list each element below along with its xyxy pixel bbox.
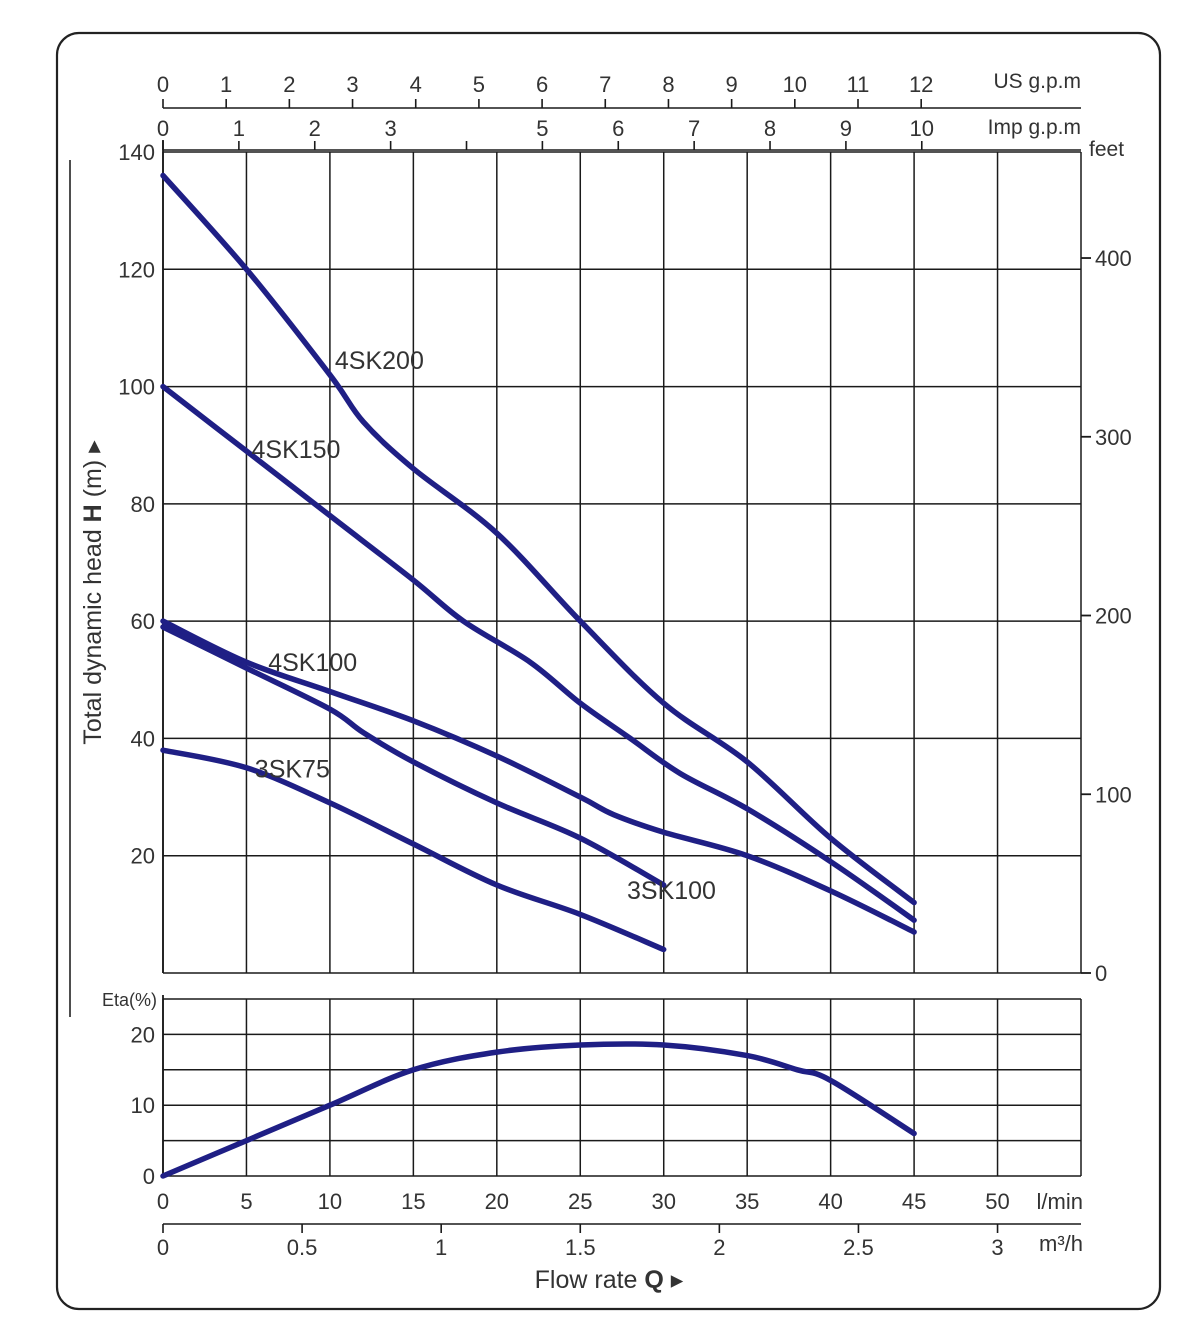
- eta-y-tick-label-0: 0: [143, 1164, 155, 1189]
- imp-gpm-tick-label-2: 2: [309, 116, 321, 141]
- eta-y-tick-label-10: 10: [131, 1093, 155, 1118]
- lmin-tick-label-50: 50: [985, 1189, 1009, 1214]
- head-axis-title: Total dynamic head H (m) ▸: [79, 440, 107, 745]
- head-y-tick-label-60: 60: [131, 609, 155, 634]
- series-eta-line: [163, 1044, 914, 1176]
- lmin-tick-label-25: 25: [568, 1189, 592, 1214]
- flow-axis-title-symbol: Q: [644, 1266, 663, 1294]
- series-label-4sk100: 4SK100: [268, 649, 357, 677]
- us-gpm-tick-label-3: 3: [346, 72, 358, 97]
- feet-tick-label-200: 200: [1095, 604, 1132, 629]
- lmin-tick-label-20: 20: [485, 1189, 509, 1214]
- series-label-4sk200: 4SK200: [335, 347, 424, 375]
- head-y-tick-label-80: 80: [131, 492, 155, 517]
- us-gpm-tick-label-5: 5: [473, 72, 485, 97]
- m3h-tick-label-0.5: 0.5: [287, 1235, 318, 1260]
- us-gpm-tick-label-0: 0: [157, 72, 169, 97]
- m3h-unit-label: m³/h: [1039, 1231, 1083, 1256]
- us-gpm-tick-label-11: 11: [847, 72, 870, 97]
- us-gpm-tick-label-4: 4: [410, 72, 422, 97]
- m3h-tick-label-3: 3: [991, 1235, 1003, 1260]
- lmin-tick-label-0: 0: [157, 1189, 169, 1214]
- lmin-tick-label-45: 45: [902, 1189, 926, 1214]
- lmin-tick-label-35: 35: [735, 1189, 759, 1214]
- us-gpm-tick-label-12: 12: [909, 72, 933, 97]
- lmin-tick-label-5: 5: [240, 1189, 252, 1214]
- series-label-4sk150: 4SK150: [252, 436, 341, 464]
- us-gpm-tick-label-9: 9: [726, 72, 738, 97]
- head-y-tick-label-120: 120: [118, 257, 155, 282]
- m3h-tick-label-2: 2: [713, 1235, 725, 1260]
- flow-axis-title-arrow: ▸: [664, 1266, 684, 1294]
- feet-tick-label-300: 300: [1095, 425, 1132, 450]
- imp-gpm-tick-label-8: 8: [764, 116, 776, 141]
- imp-gpm-tick-label-0: 0: [157, 116, 169, 141]
- lmin-tick-label-40: 40: [818, 1189, 842, 1214]
- us-gpm-unit-label: US g.p.m: [993, 70, 1081, 93]
- imp-gpm-tick-label-6: 6: [612, 116, 624, 141]
- feet-unit-label: feet: [1089, 138, 1124, 161]
- imp-gpm-tick-label-9: 9: [840, 116, 852, 141]
- us-gpm-tick-label-10: 10: [783, 72, 807, 97]
- lmin-tick-label-30: 30: [651, 1189, 675, 1214]
- us-gpm-tick-label-7: 7: [599, 72, 611, 97]
- imp-gpm-tick-label-3: 3: [385, 116, 397, 141]
- outer-frame: [57, 33, 1160, 1309]
- lmin-unit-label: l/min: [1037, 1189, 1083, 1214]
- feet-tick-label-100: 100: [1095, 782, 1132, 807]
- labels: 4SK200 4SK150 4SK100 3SK100 3SK75: [252, 347, 716, 905]
- us-gpm-tick-label-1: 1: [220, 72, 232, 97]
- imp-gpm-tick-label-7: 7: [688, 116, 700, 141]
- imp-gpm-tick-label-5: 5: [536, 116, 548, 141]
- series-label-3sk100: 3SK100: [627, 877, 716, 905]
- head-y-tick-label-140: 140: [118, 140, 155, 165]
- m3h-tick-label-1.5: 1.5: [565, 1235, 596, 1260]
- us-gpm-tick-label-2: 2: [283, 72, 295, 97]
- m3h-tick-label-0: 0: [157, 1235, 169, 1260]
- feet-tick-label-400: 400: [1095, 246, 1132, 271]
- series-4sk200-line: [163, 176, 914, 903]
- us-gpm-tick-label-6: 6: [536, 72, 548, 97]
- head-y-tick-label-40: 40: [131, 726, 155, 751]
- m3h-tick-label-2.5: 2.5: [843, 1235, 874, 1260]
- head-axis-title-symbol: H: [79, 504, 107, 522]
- head-y-tick-label-100: 100: [118, 375, 155, 400]
- head-axis-title-unit: (m) ▸: [79, 440, 107, 504]
- us-gpm-tick-label-8: 8: [662, 72, 674, 97]
- lmin-tick-label-15: 15: [401, 1189, 425, 1214]
- imp-gpm-tick-label-10: 10: [910, 116, 934, 141]
- imp-gpm-tick-label-1: 1: [233, 116, 245, 141]
- flow-axis-title: Flow rate Q ▸: [535, 1266, 684, 1294]
- head-y-tick-label-20: 20: [131, 844, 155, 869]
- series-label-3sk75: 3SK75: [255, 756, 330, 784]
- m3h-tick-label-1: 1: [435, 1235, 447, 1260]
- imp-gpm-unit-label: Imp g.p.m: [988, 116, 1081, 139]
- eta-axis-label: Eta(%): [102, 990, 157, 1010]
- lmin-tick-label-10: 10: [318, 1189, 342, 1214]
- flow-axis-title-text: Flow rate: [535, 1266, 645, 1294]
- feet-tick-label-0: 0: [1095, 961, 1107, 986]
- head-axis-title-text: Total dynamic head: [79, 522, 107, 744]
- eta-y-tick-label-20: 20: [131, 1022, 155, 1047]
